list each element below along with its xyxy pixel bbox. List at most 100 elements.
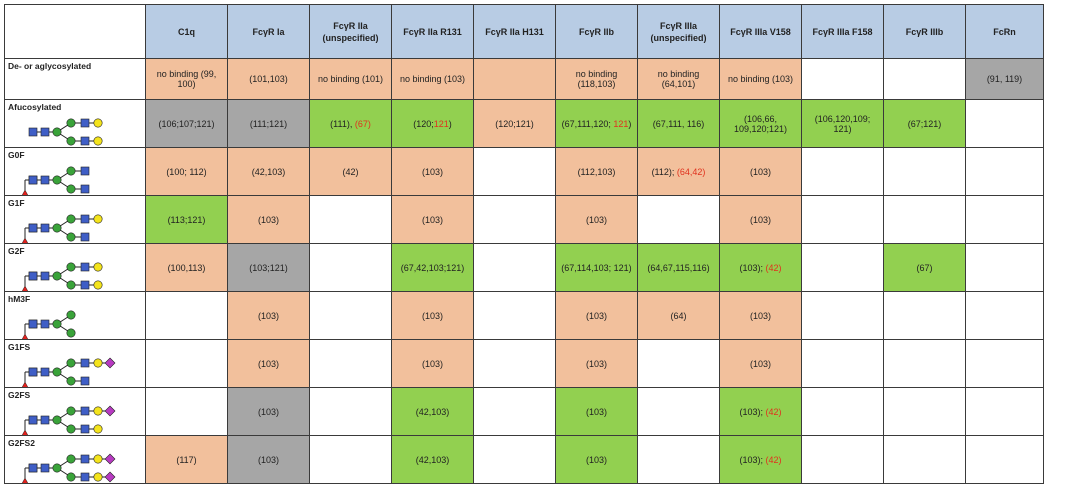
row-label-cell: G1FS xyxy=(4,339,146,388)
binding-cell: (67,42,103;121) xyxy=(391,243,474,292)
binding-cell: (103) xyxy=(719,291,802,340)
binding-cell xyxy=(801,435,884,484)
binding-cell: (103) xyxy=(555,195,638,244)
cell-text: (103;121) xyxy=(249,262,288,273)
cell-text-highlight: 121 xyxy=(433,118,449,129)
cell-text: (42) xyxy=(342,166,359,177)
binding-cell: (113;121) xyxy=(145,195,228,244)
binding-cell: (117) xyxy=(145,435,228,484)
binding-cell: (103); (42) xyxy=(719,435,802,484)
binding-cell: (103) xyxy=(391,195,474,244)
binding-cell xyxy=(637,435,720,484)
cell-text: (112,103) xyxy=(577,166,616,177)
row-label: Afucosylated xyxy=(8,102,62,112)
row-label: G2FS2 xyxy=(8,438,35,448)
binding-cell: (42) xyxy=(309,147,392,196)
cell-text: no binding (103) xyxy=(399,74,466,84)
binding-cell xyxy=(801,387,884,436)
table-row: hM3F (103) (103) (103) (64) (103) xyxy=(4,291,1044,340)
row-label: G2FS xyxy=(8,390,31,400)
binding-cell xyxy=(309,291,392,340)
cell-text-suffix: ) xyxy=(448,118,452,129)
binding-cell xyxy=(965,387,1044,436)
binding-cell: (103) xyxy=(555,435,638,484)
binding-cell xyxy=(801,339,884,388)
table-row: G2F (100,113) (103;121) (67,42,103;121) (67,… xyxy=(4,243,1044,292)
column-header: FcγR IIIa (unspecified) xyxy=(637,4,720,59)
binding-cell xyxy=(965,339,1044,388)
binding-cell xyxy=(965,243,1044,292)
cell-text-highlight: (67) xyxy=(354,118,371,129)
binding-cell xyxy=(309,435,392,484)
row-label-cell: G2FS2 xyxy=(4,435,146,484)
header-row: C1q FcγR Ia FcγR IIa (unspecified) FcγR IIa… xyxy=(4,4,1044,59)
table-row: G2FS (103) (42,103) (103) (103); (42) xyxy=(4,387,1044,436)
cell-text: (42,103) xyxy=(415,454,450,465)
row-label: G1FS xyxy=(8,342,31,352)
binding-cell xyxy=(801,291,884,340)
cell-text: (103) xyxy=(421,310,443,321)
binding-cell: (67) xyxy=(883,243,966,292)
binding-cell xyxy=(965,195,1044,244)
table-row: G1F (113;121) (103) (103) (103) (103) xyxy=(4,195,1044,244)
cell-text: no binding (64,101) xyxy=(657,69,700,89)
binding-cell: (67,114,103; 121) xyxy=(555,243,638,292)
cell-text: (103) xyxy=(585,214,607,225)
cell-text: (106,120,109; 121) xyxy=(814,113,871,134)
cell-text: (103) xyxy=(749,358,771,369)
cell-text: (67) xyxy=(916,262,933,273)
column-header: FcγR IIa R131 xyxy=(391,4,474,59)
binding-cell: (103) xyxy=(719,195,802,244)
binding-cell: (103) xyxy=(555,387,638,436)
cell-text: (42,103) xyxy=(415,406,450,417)
cell-text: (103) xyxy=(257,310,279,321)
binding-cell: (112,103) xyxy=(555,147,638,196)
binding-cell: (112); (64,42) xyxy=(637,147,720,196)
binding-cell xyxy=(473,147,556,196)
binding-cell: no binding (101) xyxy=(309,58,392,100)
binding-cell xyxy=(145,387,228,436)
cell-text: (101,103) xyxy=(249,74,288,84)
binding-cell: (106,120,109; 121) xyxy=(801,99,884,148)
column-header: FcγR IIa (unspecified) xyxy=(309,4,392,59)
column-header: FcγR IIb xyxy=(555,4,638,59)
binding-cell: (42,103) xyxy=(227,147,310,196)
binding-cell: (101,103) xyxy=(227,58,310,100)
binding-cell: no binding (118,103) xyxy=(555,58,638,100)
row-label-cell: hM3F xyxy=(4,291,146,340)
binding-cell: (103) xyxy=(227,291,310,340)
binding-cell xyxy=(145,339,228,388)
row-label: G1F xyxy=(8,198,25,208)
binding-cell: (103); (42) xyxy=(719,243,802,292)
cell-text: (106,66, 109,120;121) xyxy=(733,113,788,134)
corner-cell xyxy=(4,4,146,59)
cell-text: (103) xyxy=(585,406,607,417)
binding-cell xyxy=(309,243,392,292)
column-header: FcγR Ia xyxy=(227,4,310,59)
table-row: De- or aglycosylated no binding (99, 100)… xyxy=(4,58,1044,100)
cell-text: (120; xyxy=(413,118,434,129)
binding-cell xyxy=(473,387,556,436)
binding-cell: (103) xyxy=(719,339,802,388)
binding-cell xyxy=(473,58,556,100)
cell-text: (64,67,115,116) xyxy=(647,262,710,273)
binding-cell: no binding (103) xyxy=(391,58,474,100)
binding-cell: (67,111,120; 121) xyxy=(555,99,638,148)
binding-cell: (103) xyxy=(227,339,310,388)
binding-cell xyxy=(473,243,556,292)
binding-cell: (42,103) xyxy=(391,435,474,484)
cell-text: (103); xyxy=(739,454,766,465)
cell-text: (67,111,120; xyxy=(561,118,614,129)
cell-text: (112); xyxy=(651,166,677,177)
cell-text: (67,42,103;121) xyxy=(400,262,465,273)
binding-cell: (106,66, 109,120;121) xyxy=(719,99,802,148)
binding-cell: (103) xyxy=(555,339,638,388)
cell-text: (103) xyxy=(257,406,279,417)
cell-text: (67,114,103; 121) xyxy=(561,262,632,273)
binding-cell: (103) xyxy=(227,435,310,484)
cell-text: (100; 112) xyxy=(166,166,207,177)
cell-text: (91, 119) xyxy=(986,74,1023,84)
binding-cell xyxy=(801,58,884,100)
binding-cell: (100; 112) xyxy=(145,147,228,196)
cell-text: (103) xyxy=(749,166,771,177)
